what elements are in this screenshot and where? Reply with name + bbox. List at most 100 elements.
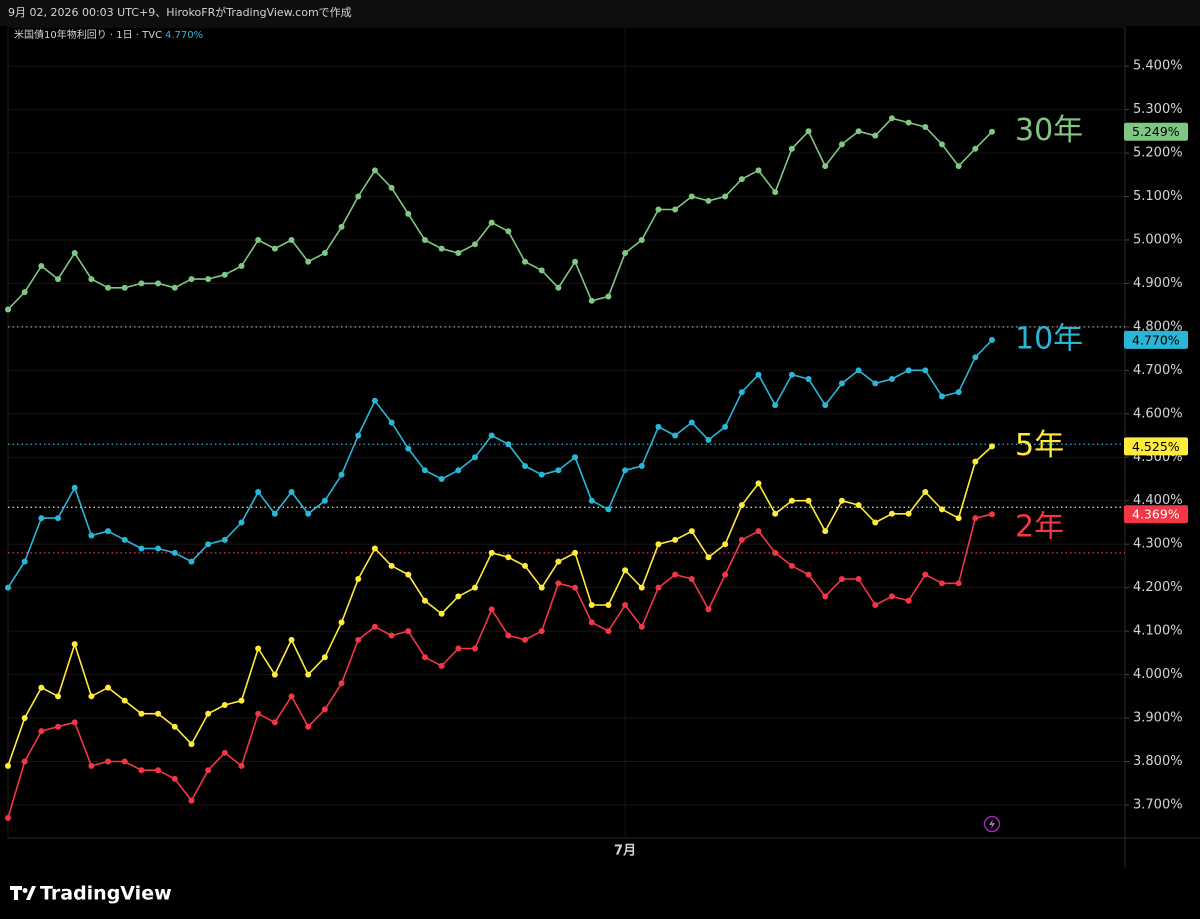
data-point <box>688 528 695 535</box>
data-point <box>755 528 762 535</box>
data-point <box>938 506 945 513</box>
x-tick-label: 7月 <box>614 844 636 859</box>
data-point <box>822 593 829 600</box>
data-point <box>888 510 895 517</box>
data-point <box>638 623 645 630</box>
data-point <box>438 662 445 669</box>
data-point <box>989 128 995 135</box>
y-tick-label: 4.700% <box>1133 363 1183 378</box>
labels-layer: 5.249% 30年 4.770% 10年 4.525% 5年 4.369% 2年 <box>1015 113 1188 545</box>
y-tick-label: 4.800% <box>1133 319 1183 334</box>
data-point <box>88 532 95 539</box>
price-tag <box>1124 505 1188 524</box>
data-point <box>271 510 278 517</box>
data-point <box>471 241 478 248</box>
series-line <box>7 513 993 819</box>
data-point <box>788 145 795 152</box>
y-tick-label: 4.400% <box>1133 493 1183 508</box>
data-point <box>572 454 579 461</box>
data-point <box>5 306 11 313</box>
data-point <box>605 628 612 635</box>
price-tag <box>1124 330 1188 349</box>
data-point <box>805 376 812 383</box>
data-point <box>471 454 478 461</box>
data-point <box>55 276 62 283</box>
data-point <box>855 128 862 135</box>
legend-title: 米国債10年物利回り · 1日 · TVC <box>14 28 162 41</box>
data-point <box>588 297 595 304</box>
data-point <box>872 132 879 139</box>
data-point <box>188 741 195 748</box>
data-point <box>205 276 212 283</box>
data-point <box>622 567 629 574</box>
data-point <box>405 628 412 635</box>
price-tag <box>1124 437 1188 456</box>
data-point <box>321 654 328 661</box>
data-point <box>355 432 362 439</box>
data-point <box>705 606 712 613</box>
data-point <box>872 602 879 609</box>
price-tag <box>1124 122 1188 141</box>
data-point <box>555 467 562 474</box>
data-point <box>5 762 11 769</box>
data-point <box>655 423 662 430</box>
data-point <box>655 206 662 213</box>
data-point <box>588 619 595 626</box>
data-point <box>305 723 312 730</box>
data-point <box>5 584 11 591</box>
data-point <box>838 380 845 387</box>
data-point <box>638 584 645 591</box>
data-point <box>488 606 495 613</box>
data-point <box>772 510 779 517</box>
data-point <box>788 562 795 569</box>
data-point <box>338 223 345 230</box>
y-tick-label: 5.300% <box>1133 102 1183 117</box>
data-point <box>872 519 879 526</box>
data-point <box>972 515 979 522</box>
data-point <box>255 236 262 243</box>
data-point <box>655 584 662 591</box>
data-point <box>121 536 128 543</box>
data-point <box>105 684 112 691</box>
data-point <box>755 480 762 487</box>
data-point <box>989 511 995 518</box>
data-point <box>938 141 945 148</box>
series-name: 5年 <box>1015 428 1064 463</box>
grid-layer: 3.700% 3.800% 3.900% 4.000% 4.100% 4.200% 4.30… <box>8 27 1183 859</box>
brand: TradingView <box>40 883 172 905</box>
data-point <box>855 367 862 374</box>
caption: 9月 02, 2026 00:03 UTC+9、HirokoFRがTrading… <box>8 5 352 19</box>
price-tag-label: 5.249% <box>1132 124 1180 139</box>
data-point <box>405 445 412 452</box>
data-point <box>438 245 445 252</box>
data-point <box>805 497 812 504</box>
data-point <box>989 443 995 450</box>
data-point <box>121 697 128 704</box>
data-point <box>255 489 262 496</box>
data-point <box>738 176 745 183</box>
data-point <box>522 562 529 569</box>
data-point <box>605 602 612 609</box>
plot-area <box>7 26 1126 839</box>
data-point <box>672 536 679 543</box>
data-point <box>688 193 695 200</box>
data-point <box>522 258 529 265</box>
data-point <box>305 671 312 678</box>
y-tick-label: 4.200% <box>1133 580 1183 595</box>
data-point <box>171 775 178 782</box>
data-point <box>471 584 478 591</box>
data-point <box>155 545 162 552</box>
data-point <box>972 354 979 361</box>
data-point <box>488 549 495 556</box>
data-point <box>371 397 378 404</box>
ref-layer <box>8 326 1125 554</box>
data-point <box>321 706 328 713</box>
data-point <box>255 710 262 717</box>
data-point <box>305 510 312 517</box>
data-point <box>338 471 345 478</box>
data-point <box>538 584 545 591</box>
data-point <box>905 367 912 374</box>
data-point <box>955 580 962 587</box>
data-point <box>688 575 695 582</box>
data-point <box>922 123 929 130</box>
